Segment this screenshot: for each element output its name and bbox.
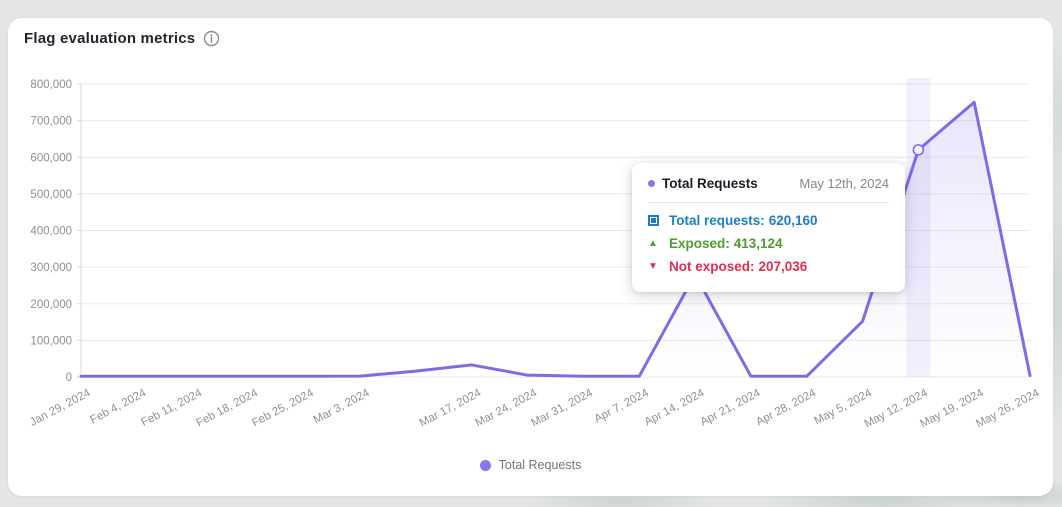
- x-axis-tick-label: Mar 17, 2024: [418, 387, 484, 430]
- x-axis-tick-label: Mar 3, 2024: [312, 387, 372, 427]
- legend-label: Total Requests: [498, 458, 582, 472]
- tooltip-row-value: 620,160: [768, 213, 818, 228]
- y-axis-tick-label: 300,000: [30, 262, 72, 274]
- tooltip-row-not-exposed: ▼ Not exposed: 207,036: [648, 259, 889, 274]
- x-axis-tick-label: Feb 25, 2024: [250, 387, 316, 430]
- chart-tooltip: Total Requests May 12th, 2024 Total requ…: [632, 163, 905, 292]
- square-icon: [648, 215, 659, 226]
- tooltip-row-label: Total requests:: [669, 213, 765, 228]
- x-axis-tick-label: Mar 24, 2024: [474, 387, 540, 430]
- series-line-total-requests: [79, 100, 1032, 378]
- card-header: Flag evaluation metrics: [24, 30, 220, 47]
- chart-legend[interactable]: Total Requests: [8, 458, 1053, 472]
- tooltip-header: Total Requests May 12th, 2024: [648, 176, 889, 191]
- x-axis-tick-label: Apr 28, 2024: [754, 387, 818, 429]
- tooltip-date: May 12th, 2024: [799, 176, 889, 191]
- x-axis-tick-label: Apr 14, 2024: [643, 387, 707, 429]
- y-axis-tick-label: 100,000: [30, 335, 72, 347]
- x-axis-tick-label: Feb 18, 2024: [194, 387, 260, 430]
- tooltip-row-exposed: ▲ Exposed: 413,124: [648, 236, 889, 251]
- series-area-fill: [81, 102, 1030, 377]
- series-dot-icon: [648, 180, 655, 187]
- tooltip-row-label: Exposed:: [669, 236, 730, 251]
- x-axis-tick-label: Apr 7, 2024: [593, 387, 652, 426]
- x-axis-tick-label: Jan 29, 2024: [28, 387, 93, 429]
- y-axis-tick-label: 500,000: [30, 189, 72, 201]
- legend-marker-icon: [479, 459, 491, 471]
- tooltip-row-value: 413,124: [733, 236, 783, 251]
- y-axis-tick-label: 400,000: [30, 226, 72, 238]
- tooltip-row-value: 207,036: [758, 259, 808, 274]
- tooltip-row-label: Not exposed:: [669, 259, 755, 274]
- x-axis-tick-label: May 26, 2024: [974, 387, 1042, 431]
- tooltip-divider: [648, 202, 889, 203]
- data-point-marker[interactable]: [912, 144, 925, 156]
- y-axis-tick-label: 700,000: [30, 116, 72, 128]
- tooltip-row-total-requests: Total requests: 620,160: [648, 213, 889, 228]
- triangle-up-icon: ▲: [648, 237, 658, 249]
- y-axis-tick-label: 200,000: [30, 299, 72, 311]
- tooltip-series-label: Total Requests: [662, 176, 758, 191]
- page-title: Flag evaluation metrics: [24, 30, 196, 47]
- x-axis-tick-label: Mar 31, 2024: [529, 387, 595, 430]
- x-axis-tick-label: Apr 21, 2024: [699, 387, 763, 429]
- x-axis-tick-label: Feb 11, 2024: [139, 387, 204, 429]
- info-icon[interactable]: [203, 30, 220, 47]
- flag-metrics-card: Flag evaluation metrics 0 100,000 200,000 3…: [8, 18, 1053, 496]
- triangle-down-icon: ▼: [648, 260, 658, 272]
- y-axis-tick-label: 0: [66, 372, 72, 384]
- y-axis-tick-label: 800,000: [30, 79, 72, 91]
- y-axis-tick-label: 600,000: [30, 152, 72, 164]
